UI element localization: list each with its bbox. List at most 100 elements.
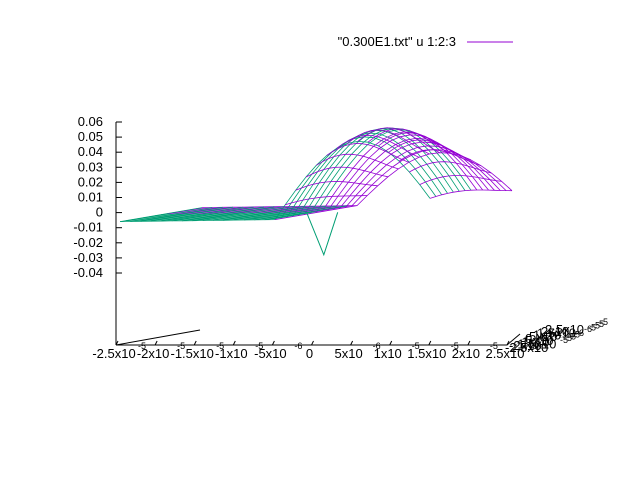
y-tick-label: -2x10: [509, 338, 542, 353]
x-tick-label: -2x10: [137, 346, 170, 361]
surface-mesh: [119, 127, 513, 257]
x-tick-mark: [193, 340, 197, 346]
x-tick-exponent: -5: [255, 341, 263, 351]
z-tick-label: 0.04: [78, 144, 103, 159]
y-tick-label: -5x10: [521, 333, 554, 348]
mesh-line-y: [233, 205, 316, 221]
y-axis-ticks: -2.5x10 -5 -2x10 -5 -1.5x10 -5 -1x10 -5 -5x10 -6 0…: [505, 317, 608, 355]
mesh-line-y: [119, 207, 203, 222]
z-tick-label: -0.03: [73, 250, 103, 265]
x-tick-mark: [428, 340, 432, 346]
mesh-line-y: [140, 206, 223, 222]
mesh-line-y: [357, 127, 440, 154]
y-tick-label: 1x10: [533, 327, 561, 342]
mesh-line-y: [388, 139, 471, 161]
mesh-line-y: [285, 195, 368, 206]
mesh-line-y: [161, 206, 244, 222]
x-tick-label: 2x10: [452, 346, 480, 361]
x-tick-exponent: -5: [490, 341, 498, 351]
y-tick-exponent: -5: [596, 319, 604, 329]
legend: "0.300E1.txt" u 1:2:3: [338, 34, 513, 49]
mesh-line-y: [202, 206, 285, 221]
y-tick-label: -2.5x10: [505, 340, 548, 355]
x-tick-mark: [350, 340, 354, 346]
mesh-line-y: [192, 206, 275, 222]
z-tick-label: -0.01: [73, 220, 103, 235]
mesh-line-y: [398, 149, 482, 167]
mesh-line-y: [305, 166, 389, 178]
x-tick-label: 5x10: [334, 346, 362, 361]
mesh-line-y: [336, 134, 420, 158]
mesh-line-y: [274, 205, 358, 220]
z-tick-label: -0.04: [73, 265, 103, 280]
x-tick-mark: [506, 340, 510, 346]
mesh-line-x: [137, 129, 448, 219]
x-tick-mark: [389, 340, 393, 346]
z-tick-label: 0.05: [78, 129, 103, 144]
x-tick-exponent: -6: [294, 341, 302, 351]
z-tick-label: -0.02: [73, 235, 103, 250]
y-tick-label: 0: [525, 331, 532, 346]
mesh-line-y: [295, 181, 378, 191]
mesh-line-y: [243, 205, 327, 221]
y-tick-exponent: -5: [592, 321, 600, 331]
x-tick-exponent: -5: [216, 341, 224, 351]
z-axis: 0.060.050.040.030.020.010-0.01-0.02-0.03…: [73, 114, 122, 345]
x-tick-exponent: -5: [177, 341, 185, 351]
mesh-line-y: [367, 128, 451, 154]
y-tick-label: 2.5x10: [545, 322, 584, 337]
mesh-line-y: [254, 205, 337, 221]
mesh-line-y: [130, 207, 213, 222]
mesh-line-y: [223, 205, 306, 221]
y-tick-exponent: -5: [568, 331, 576, 341]
y-tick-exponent: -5: [560, 335, 568, 345]
y-tick-exponent: -5: [572, 330, 580, 340]
z-tick-label: 0.03: [78, 159, 103, 174]
mesh-line-x: [166, 131, 478, 214]
x-tick-label: 1x10: [374, 346, 402, 361]
mesh-spike: [306, 212, 339, 257]
y-tick-label: 2x10: [541, 324, 569, 339]
y-tick-label: -1x10: [517, 335, 550, 350]
y-tick-exponent: -5: [600, 317, 608, 327]
mesh-line-y: [419, 175, 502, 185]
mesh-line-y: [212, 206, 296, 221]
z-tick-label: 0.01: [78, 190, 103, 205]
mesh-line-y: [409, 161, 492, 174]
x-tick-mark: [271, 340, 275, 346]
x-tick-label: 2.5x10: [485, 346, 524, 361]
x-tick-exponent: -5: [451, 341, 459, 351]
y-tick-exponent: -6: [576, 328, 584, 338]
z-tick-label: 0.02: [78, 174, 103, 189]
x-tick-mark: [311, 340, 314, 346]
x-tick-label: -1x10: [215, 346, 248, 361]
x-tick-mark: [154, 340, 158, 346]
mesh-line-y: [171, 206, 254, 222]
x-tick-label: -5x10: [254, 346, 287, 361]
x-axis-ticks: -2.5x10 -5-2x10 -5-1.5x10 -5-1x10 -5-5x10 -6 0…: [92, 340, 537, 361]
legend-label: "0.300E1.txt" u 1:2:3: [338, 34, 456, 49]
x-tick-mark: [115, 340, 119, 346]
y-tick-label: 1.5x10: [537, 326, 576, 341]
mesh-line-y: [429, 189, 513, 199]
x-tick-label: -2.5x10: [92, 346, 135, 361]
y-tick-label: -1.5x10: [513, 336, 556, 351]
x-tick-label: -1.5x10: [171, 346, 214, 361]
x-tick-label: 0: [306, 346, 313, 361]
x-tick-exponent: -5: [412, 341, 420, 351]
x-tick-exponent: -5: [138, 341, 146, 351]
mesh-line-y: [264, 205, 347, 221]
mesh-line-y: [347, 129, 430, 155]
y-tick-exponent: -5: [564, 333, 572, 343]
mesh-line-y: [316, 153, 399, 170]
y-tick-exponent: -5: [588, 322, 596, 332]
mesh-line-y: [326, 143, 409, 163]
mesh-line-y: [150, 206, 234, 222]
y-tick-label: 5x10: [529, 329, 557, 344]
x-tick-mark: [232, 340, 236, 346]
z-tick-label: 0: [96, 205, 103, 220]
x-tick-mark: [467, 340, 471, 346]
x-tick-label: 1.5x10: [407, 346, 446, 361]
y-tick-exponent: -6: [584, 324, 592, 334]
